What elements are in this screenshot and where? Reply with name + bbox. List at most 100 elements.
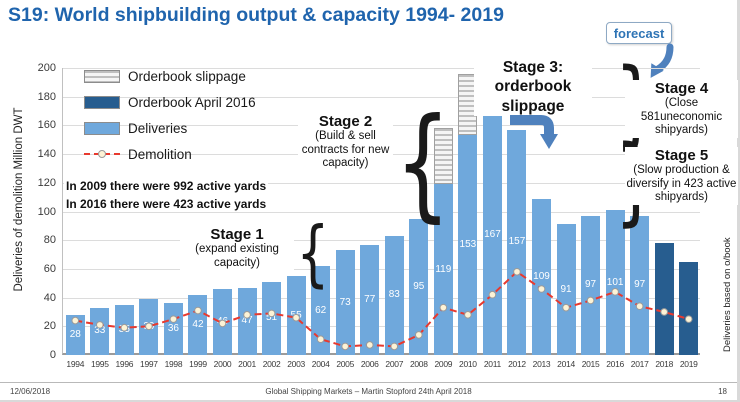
footer-source: Global Shipping Markets – Martin Stopfor…: [265, 387, 472, 396]
x-tick-label: 2000: [213, 359, 232, 369]
x-tick-label: 1998: [164, 359, 183, 369]
bar-value-label: 157: [508, 236, 526, 248]
bar-value-label: 35: [118, 323, 130, 335]
bar-value-label: 101: [606, 276, 624, 288]
bar-value-label: 28: [69, 328, 81, 340]
stage3-annotation: Stage 3: orderbook slippage: [474, 58, 592, 117]
bar-value-label: 119: [435, 263, 452, 275]
gridline: [63, 211, 700, 213]
stage5-subtitle: (Slow production & diversify in 423 acti…: [626, 164, 737, 204]
forecast-label: forecast: [613, 25, 665, 41]
x-tick-label: 1994: [66, 359, 85, 369]
bar-value-label: 73: [339, 296, 351, 308]
y-tick-label: 0: [49, 349, 56, 361]
y-tick-label: 40: [43, 291, 56, 304]
stage2-title: Stage 2: [318, 113, 373, 130]
legend-label: Deliveries: [128, 120, 188, 136]
x-tick-label: 2001: [238, 359, 256, 369]
legend-item: Orderbook April 2016: [84, 89, 256, 115]
footer-divider: [0, 382, 737, 383]
bar-value-label: 55: [290, 309, 302, 321]
bar-2018: [654, 243, 674, 355]
legend-label: Orderbook April 2016: [128, 94, 256, 110]
legend-label: Demolition: [128, 146, 192, 162]
y-tick-label: 20: [43, 320, 56, 333]
bar-value-label: 62: [315, 304, 327, 316]
x-tick-label: 2003: [287, 359, 305, 369]
x-tick-label: 2012: [508, 359, 526, 369]
y-tick-label: 100: [37, 205, 56, 218]
x-tick-label: 1999: [189, 359, 207, 369]
y-tick-label: 60: [43, 262, 56, 275]
bar-value-label: 46: [216, 315, 229, 327]
legend-item: Deliveries: [84, 115, 256, 141]
bar-value-label: 97: [634, 279, 646, 291]
y-tick-label: 200: [37, 62, 56, 74]
y-tick-label: 180: [37, 90, 56, 103]
footer-date: 12/06/2018: [10, 387, 51, 396]
bar-value-label: 51: [266, 312, 278, 324]
x-tick-label: 2006: [360, 359, 379, 369]
x-tick-label: 1996: [115, 359, 134, 369]
x-tick-label: 2004: [311, 359, 330, 369]
bar-value-label: 97: [585, 279, 597, 291]
bar-value-label: 83: [388, 289, 400, 301]
gridline: [63, 240, 700, 242]
right-axis-note: Deliveries based on o/book: [722, 237, 733, 352]
y-tick-label: 120: [37, 176, 56, 189]
stage4-subtitle: (Close 581uneconomic shipyards): [640, 97, 723, 137]
legend-item: Demolition: [84, 141, 256, 167]
chart-legend: Orderbook slippage Orderbook April 2016 De…: [84, 63, 256, 167]
orderbook-swatch: [84, 95, 120, 109]
bar-value-label: 95: [413, 280, 425, 292]
y-tick-label: 140: [37, 148, 56, 161]
y-tick-label: 80: [43, 234, 56, 247]
page-title: S19: World shipbuilding output & capacit…: [8, 4, 504, 26]
legend-item: Orderbook slippage: [84, 63, 256, 89]
bar-value-label: 167: [484, 229, 501, 241]
stage1-annotation: Stage 1 (expand existing capacity): [180, 226, 294, 271]
x-tick-label: 2018: [655, 359, 674, 369]
x-tick-label: 2008: [409, 359, 428, 369]
x-tick-label: 2009: [434, 359, 453, 369]
x-tick-label: 2005: [336, 359, 355, 369]
orderbook-slippage-segment-2009: [433, 128, 453, 185]
stage2-annotation: Stage 2 (Build & sell contracts for new …: [298, 113, 393, 171]
stage1-brace-icon: {: [296, 211, 330, 295]
x-tick-label: 1995: [90, 359, 109, 369]
orderbook-slippage-swatch: [84, 69, 120, 83]
gridline: [63, 182, 700, 184]
bar-value-label: 91: [560, 283, 572, 295]
note-active-yards-2016: In 2016 there were 423 active yards: [64, 197, 269, 211]
x-tick-label: 2017: [630, 359, 649, 369]
x-tick-label: 2015: [581, 359, 600, 369]
y-tick-label: 160: [37, 119, 56, 132]
x-tick-label: 2014: [557, 359, 575, 369]
stage3-arrow-icon: [510, 115, 558, 149]
stage1-subtitle: (expand existing capacity): [195, 243, 279, 269]
bar-value-label: 153: [459, 239, 477, 251]
note-active-yards-2009: In 2009 there were 992 active yards: [64, 179, 269, 193]
stage1-title: Stage 1: [210, 226, 264, 243]
stage2-subtitle: (Build & sell contracts for new capacity…: [301, 130, 390, 170]
stage2-brace-icon: {: [394, 92, 451, 234]
stage5-annotation: Stage 5 (Slow production & diversify in …: [625, 147, 738, 205]
gridline: [63, 96, 700, 98]
x-tick-label: 2019: [679, 359, 698, 369]
bar-value-label: 39: [143, 321, 155, 333]
x-tick-label: 2013: [532, 359, 551, 369]
x-tick-label: 2007: [385, 359, 404, 369]
bar-value-label: 42: [192, 318, 204, 330]
stage3-title: Stage 3: orderbook slippage: [494, 59, 572, 115]
x-tick-label: 2016: [606, 359, 624, 369]
stage5-title: Stage 5: [654, 147, 709, 164]
x-tick-label: 2011: [483, 359, 501, 369]
demolition-line-swatch: [84, 148, 120, 161]
gridline: [63, 268, 700, 270]
x-tick-label: 1997: [140, 359, 158, 369]
x-tick-label: 2010: [459, 359, 477, 369]
bar-value-label: 77: [364, 293, 376, 305]
gridline: [63, 68, 700, 69]
x-tick-label: 2002: [262, 359, 281, 369]
